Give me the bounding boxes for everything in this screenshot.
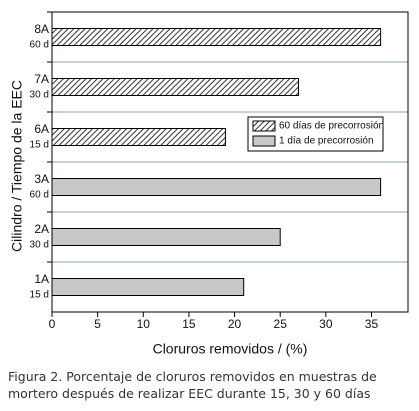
y-tick-sublabel: 15 d <box>30 140 49 151</box>
y-tick-label: 1A <box>34 272 49 286</box>
x-tick-label: 30 <box>319 317 333 331</box>
legend-label: 1 día de precorrosión <box>279 136 374 147</box>
x-tick-label: 0 <box>49 317 56 331</box>
x-tick-label: 15 <box>182 317 196 331</box>
y-tick-sublabel: 30 d <box>30 90 49 101</box>
bar <box>51 78 299 96</box>
legend-label: 60 días de precorrosión <box>279 121 384 132</box>
y-tick-label: 8A <box>34 22 49 36</box>
x-tick-label: 25 <box>274 317 288 331</box>
x-axis-label: Cloruros removidos / (%) <box>153 341 308 357</box>
chart: Cilindro / Tiempo de la EEC Cloruros rem… <box>9 11 409 357</box>
bar <box>51 228 281 246</box>
caption: Figura 2. Porcentaje de cloruros removid… <box>8 369 377 401</box>
y-tick-sublabel: 15 d <box>30 290 49 301</box>
y-tick-sublabel: 30 d <box>30 240 49 251</box>
bar <box>51 128 226 146</box>
y-tick-sublabel: 60 d <box>30 40 49 51</box>
y-tick-label: 2A <box>34 222 49 236</box>
y-tick-label: 6A <box>34 122 49 136</box>
x-tick-label: 35 <box>365 317 379 331</box>
bar <box>51 178 382 196</box>
x-tick-label: 5 <box>94 317 101 331</box>
bar <box>51 28 382 46</box>
y-tick-label: 3A <box>34 172 49 186</box>
legend-swatch <box>252 120 276 132</box>
legend-swatch <box>252 135 276 147</box>
y-tick-label: 7A <box>34 72 49 86</box>
y-tick-sublabel: 60 d <box>30 190 49 201</box>
x-tick-label: 10 <box>137 317 151 331</box>
y-axis-label: Cilindro / Tiempo de la EEC <box>9 80 25 252</box>
bar <box>51 278 245 296</box>
plot-frame <box>51 11 409 313</box>
x-tick-label: 20 <box>228 317 242 331</box>
